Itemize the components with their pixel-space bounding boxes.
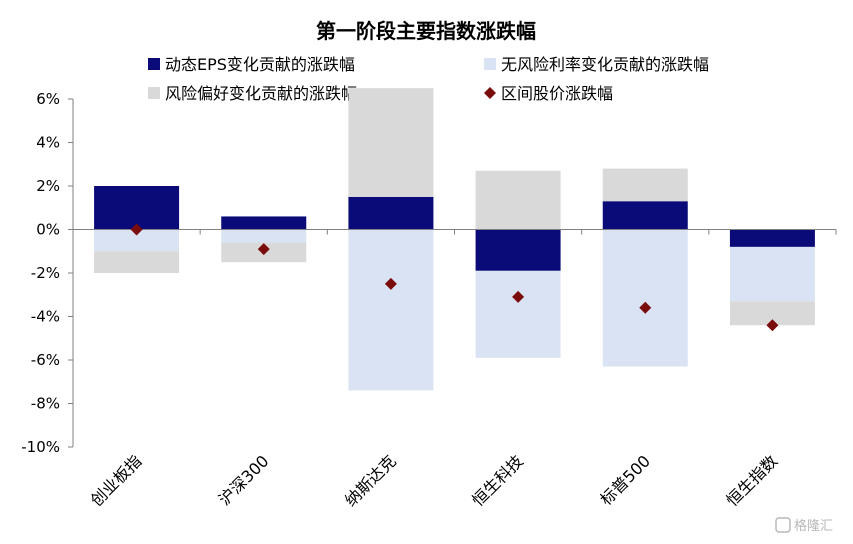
- y-tick-label: -6%: [31, 351, 60, 369]
- legend-swatch-riskfree: [484, 58, 496, 70]
- bar-eps: [729, 229, 815, 247]
- price-marker: [130, 223, 143, 236]
- x-tick-label: 标普500: [596, 451, 654, 509]
- bar-eps: [475, 229, 561, 271]
- price-marker: [257, 243, 270, 256]
- price-marker: [384, 277, 397, 290]
- bar-riskfree: [475, 270, 561, 358]
- legend: 动态EPS变化贡献的涨跌幅 无风险利率变化贡献的涨跌幅 风险偏好变化贡献的涨跌幅…: [148, 55, 709, 103]
- bar-riskappetite: [348, 88, 434, 197]
- legend-label-riskfree: 无风险利率变化贡献的涨跌幅: [501, 55, 709, 74]
- bar-riskfree: [602, 229, 688, 367]
- legend-swatch-riskappetite: [148, 87, 160, 99]
- legend-item-eps: 动态EPS变化贡献的涨跌幅: [148, 55, 355, 74]
- y-tick-label: -10%: [21, 438, 60, 456]
- y-axis: 6% 4% 2% 0% -2% -4% -6% -8% -10%: [21, 90, 73, 456]
- price-markers: [130, 223, 779, 332]
- price-marker: [766, 319, 779, 332]
- x-tick-label: 沪深300: [215, 451, 273, 509]
- y-tick-label: 2%: [36, 177, 60, 195]
- x-tick-label: 恒生指数: [723, 451, 782, 510]
- legend-label-riskappetite: 风险偏好变化贡献的涨跌幅: [165, 84, 357, 103]
- legend-item-riskappetite: 风险偏好变化贡献的涨跌幅: [148, 84, 357, 103]
- legend-marker-price: [484, 87, 496, 99]
- bars: [94, 88, 815, 391]
- x-axis-labels: 创业板指 沪深300 纳斯达克 恒生科技 标普500 恒生指数: [87, 451, 782, 510]
- bar-eps: [602, 201, 688, 230]
- bar-eps: [348, 196, 434, 230]
- bar-riskappetite: [94, 251, 180, 273]
- watermark-text: 格隆汇: [794, 518, 833, 534]
- legend-label-eps: 动态EPS变化贡献的涨跌幅: [165, 55, 355, 74]
- chart-title: 第一阶段主要指数涨跌幅: [316, 19, 536, 43]
- y-tick-label: -8%: [31, 395, 60, 413]
- x-tick-label: 纳斯达克: [341, 451, 400, 510]
- legend-swatch-eps: [148, 58, 160, 70]
- bar-riskfree: [94, 229, 180, 252]
- bar-riskfree: [221, 229, 307, 243]
- price-marker: [639, 301, 652, 314]
- y-tick-label: -2%: [31, 264, 60, 282]
- x-axis-ticks: [72, 229, 837, 235]
- watermark-logo-icon: [775, 517, 791, 533]
- bar-riskfree: [729, 246, 815, 302]
- x-tick-label: 恒生科技: [468, 451, 527, 510]
- legend-label-price: 区间股价涨跌幅: [501, 84, 613, 103]
- bar-riskappetite: [475, 170, 561, 230]
- y-tick-label: 6%: [36, 90, 60, 108]
- watermark: 格隆汇: [775, 517, 833, 534]
- bar-riskappetite: [729, 301, 815, 326]
- legend-item-riskfree: 无风险利率变化贡献的涨跌幅: [484, 55, 709, 74]
- bar-eps: [94, 186, 180, 230]
- bar-riskappetite: [602, 168, 688, 202]
- price-marker: [512, 290, 525, 303]
- x-tick-label: 创业板指: [87, 451, 146, 510]
- y-tick-label: 0%: [36, 221, 60, 239]
- bar-eps: [221, 216, 307, 230]
- legend-item-price: 区间股价涨跌幅: [484, 84, 613, 103]
- bar-riskfree: [348, 229, 434, 391]
- y-tick-label: 4%: [36, 134, 60, 152]
- y-tick-label: -4%: [31, 308, 60, 326]
